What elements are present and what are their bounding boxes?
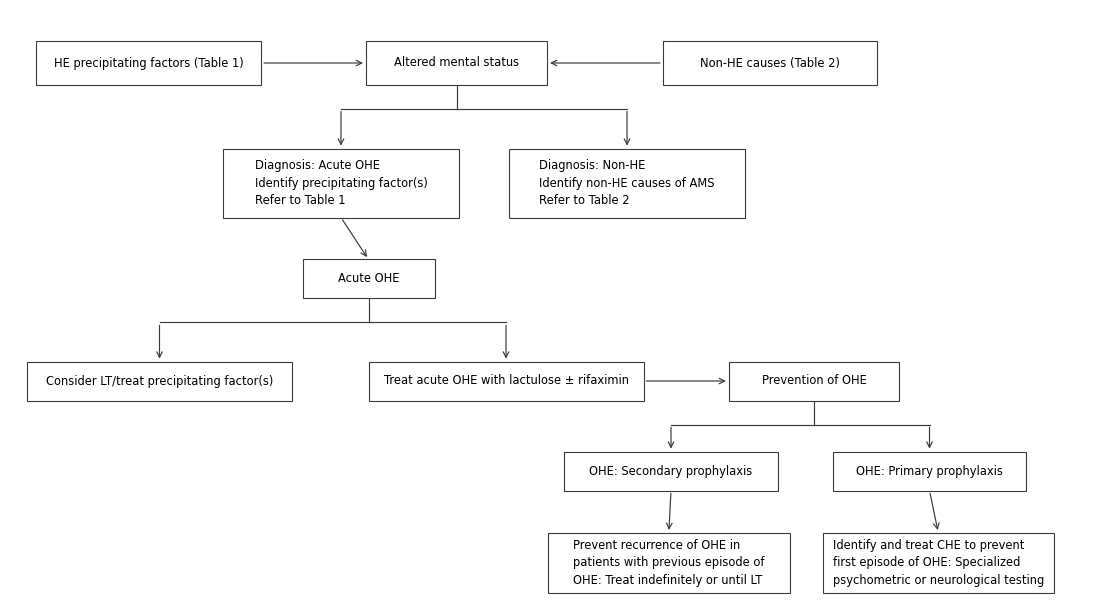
Text: OHE: Secondary prophylaxis: OHE: Secondary prophylaxis xyxy=(590,464,752,478)
FancyBboxPatch shape xyxy=(36,41,262,85)
Text: Consider LT/treat precipitating factor(s): Consider LT/treat precipitating factor(s… xyxy=(46,374,273,388)
FancyBboxPatch shape xyxy=(548,533,790,593)
FancyBboxPatch shape xyxy=(834,451,1025,491)
Text: Diagnosis: Acute OHE
Identify precipitating factor(s)
Refer to Table 1: Diagnosis: Acute OHE Identify precipitat… xyxy=(254,159,428,207)
Text: Non-HE causes (Table 2): Non-HE causes (Table 2) xyxy=(700,56,840,70)
Text: Diagnosis: Non-HE
Identify non-HE causes of AMS
Refer to Table 2: Diagnosis: Non-HE Identify non-HE causes… xyxy=(539,159,715,207)
Text: Prevention of OHE: Prevention of OHE xyxy=(761,374,867,388)
FancyBboxPatch shape xyxy=(508,149,746,217)
Text: HE precipitating factors (Table 1): HE precipitating factors (Table 1) xyxy=(54,56,243,70)
FancyBboxPatch shape xyxy=(368,361,644,401)
FancyBboxPatch shape xyxy=(28,361,292,401)
Text: Acute OHE: Acute OHE xyxy=(338,272,399,286)
Text: OHE: Primary prophylaxis: OHE: Primary prophylaxis xyxy=(856,464,1003,478)
FancyBboxPatch shape xyxy=(302,259,434,298)
FancyBboxPatch shape xyxy=(728,361,900,401)
FancyBboxPatch shape xyxy=(222,149,460,217)
FancyBboxPatch shape xyxy=(365,41,547,85)
Text: Identify and treat CHE to prevent
first episode of OHE: Specialized
psychometric: Identify and treat CHE to prevent first … xyxy=(833,539,1044,587)
FancyBboxPatch shape xyxy=(563,451,779,491)
FancyBboxPatch shape xyxy=(823,533,1054,593)
Text: Altered mental status: Altered mental status xyxy=(394,56,519,70)
FancyBboxPatch shape xyxy=(662,41,877,85)
Text: Prevent recurrence of OHE in
patients with previous episode of
OHE: Treat indefi: Prevent recurrence of OHE in patients wi… xyxy=(573,539,764,587)
Text: Treat acute OHE with lactulose ± rifaximin: Treat acute OHE with lactulose ± rifaxim… xyxy=(384,374,628,388)
